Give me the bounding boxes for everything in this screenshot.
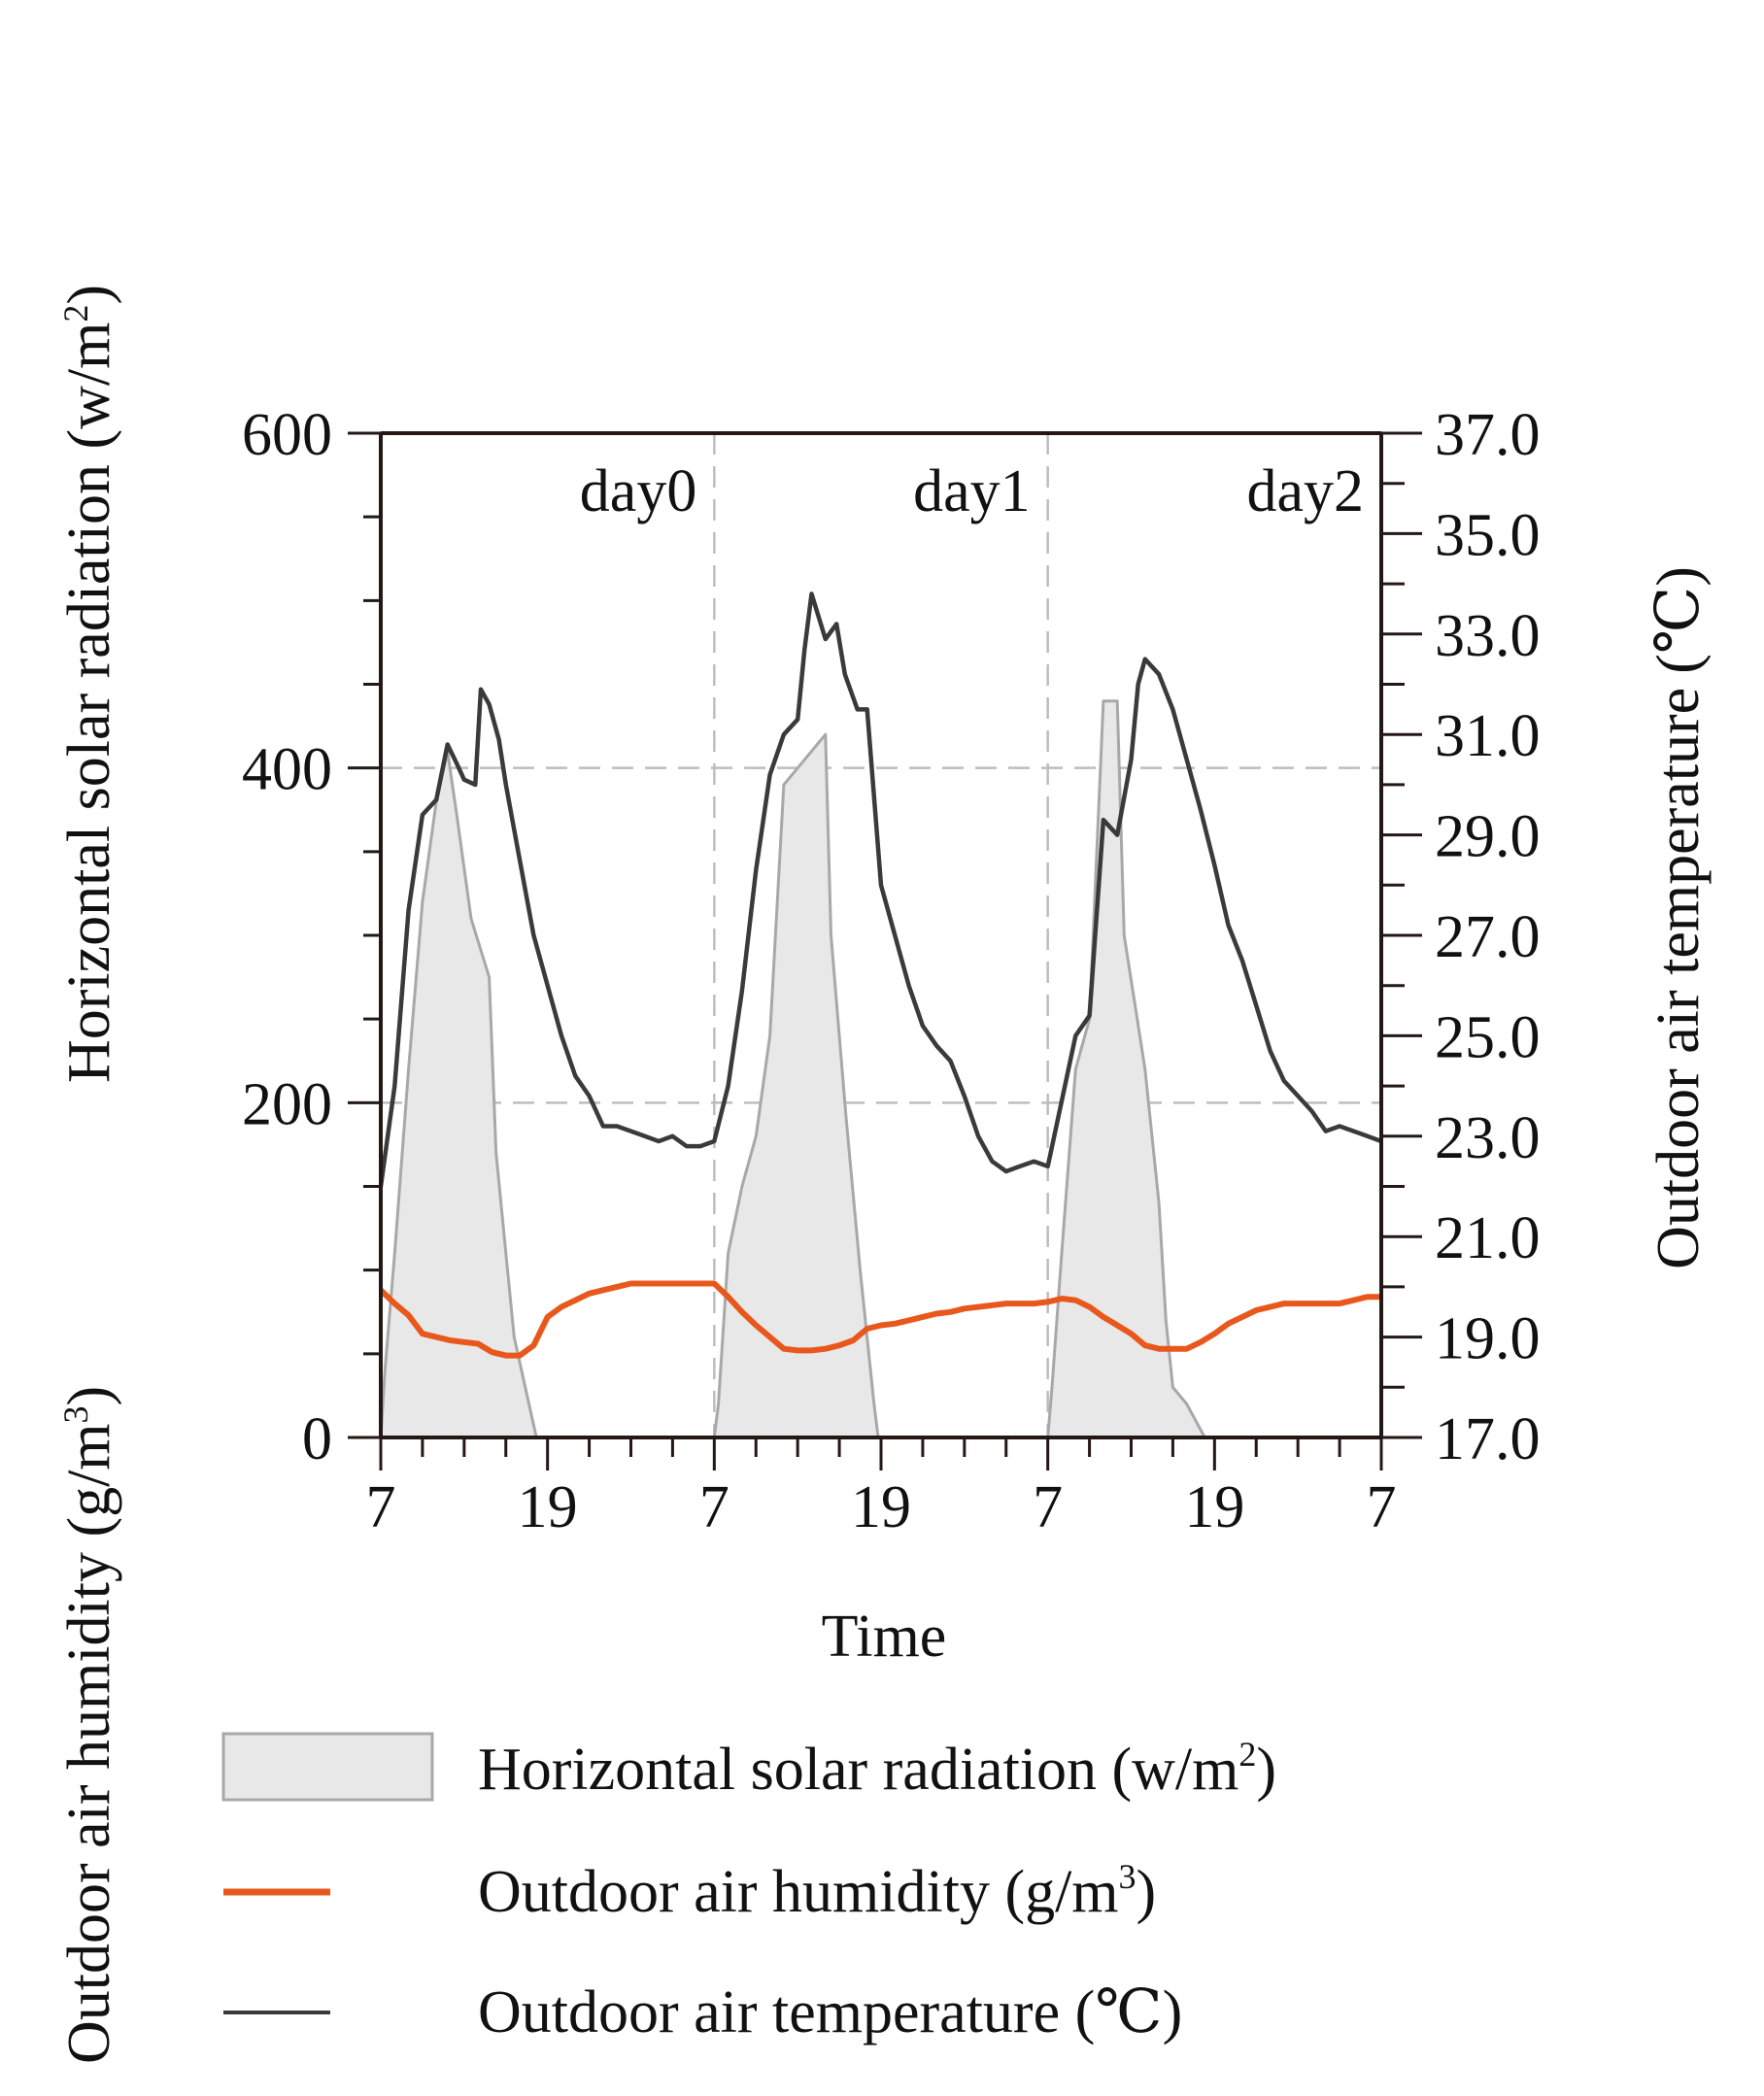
right-axis-title: Outdoor air temperature (℃) (1645, 566, 1712, 1269)
day-labels: day0 day1 day2 (580, 458, 1364, 524)
right-tick-label-17.0: 17.0 (1435, 1406, 1541, 1472)
left-axis-title-humidity-close: ) (56, 1386, 122, 1406)
legend-label-humidity-close: ) (1136, 1859, 1157, 1925)
legend-label-temperature-close: ℃) (1095, 1979, 1182, 2045)
left-axis-title-humidity: Outdoor air humidity (g/m3) (56, 1386, 122, 2064)
temperature-series (378, 592, 1382, 1187)
solar-radiation-series (379, 699, 1383, 1439)
legend-swatch-solar (221, 1732, 434, 1802)
legend-label-humidity: Outdoor air humidity (g/m3) (478, 1857, 1156, 1925)
x-tick-label-48: 7 (1033, 1474, 1063, 1540)
legend-label-solar-close: ) (1256, 1737, 1276, 1803)
x-tick-label-72: 7 (1367, 1474, 1397, 1540)
right-tick-label-27.0: 27.0 (1435, 904, 1541, 970)
left-axis-title-solar: Horizontal solar radiation (w/m2) (56, 285, 122, 1083)
legend-label-humidity-sup: 3 (1119, 1857, 1136, 1896)
humidity-line (378, 1280, 1381, 1359)
axes: 0 200 400 600 17.0 19.0 21.0 23.0 25.0 27.0 29.0 31… (242, 402, 1541, 1540)
temperature-line (378, 592, 1382, 1187)
left-axis-title-solar-close: ) (56, 285, 122, 305)
legend-label-solar-text: Horizontal solar radiation (w/m (478, 1737, 1238, 1803)
right-tick-label-19.0: 19.0 (1435, 1306, 1541, 1372)
day-label-day0: day0 (580, 458, 697, 524)
legend-label-temperature-text: Outdoor air temperature ( (478, 1979, 1095, 2045)
x-axis-title: Time (822, 1604, 947, 1670)
left-axis-title-solar-sup: 2 (56, 305, 95, 322)
right-tick-label-33.0: 33.0 (1435, 603, 1541, 669)
right-tick-label-31.0: 31.0 (1435, 703, 1541, 769)
left-axis-title-solar-text: Horizontal solar radiation (w/m (56, 322, 122, 1083)
left-axis-title-humidity-text: Outdoor air humidity (g/m (56, 1423, 122, 2064)
right-tick-label-21.0: 21.0 (1435, 1205, 1541, 1271)
legend-label-solar: Horizontal solar radiation (w/m2) (478, 1735, 1276, 1803)
solar-area (379, 699, 1383, 1439)
right-tick-label-29.0: 29.0 (1435, 804, 1541, 870)
right-axis-title-unit: (℃) (1645, 566, 1712, 674)
x-tick-label-36: 19 (851, 1474, 911, 1540)
legend-label-temperature: Outdoor air temperature (℃) (478, 1979, 1182, 2045)
x-tick-label-60: 19 (1184, 1474, 1244, 1540)
left-tick-label-200: 200 (242, 1071, 332, 1137)
humidity-series (378, 1280, 1381, 1359)
day-label-day1: day1 (913, 458, 1031, 524)
left-tick-label-400: 400 (242, 737, 332, 803)
right-tick-label-37.0: 37.0 (1435, 402, 1541, 468)
legend: Horizontal solar radiation (w/m2) Outdoo… (221, 1732, 1276, 2045)
gridlines (381, 433, 1381, 1437)
left-tick-label-0: 0 (302, 1406, 332, 1472)
day-label-day2: day2 (1246, 458, 1364, 524)
x-tick-label-12: 19 (518, 1474, 578, 1540)
legend-label-humidity-text: Outdoor air humidity (g/m (478, 1859, 1119, 1925)
right-tick-label-23.0: 23.0 (1435, 1105, 1541, 1171)
legend-label-solar-sup: 2 (1238, 1735, 1256, 1774)
right-axis-title-text: Outdoor air temperature (1645, 688, 1712, 1269)
right-tick-label-35.0: 35.0 (1435, 502, 1541, 568)
x-tick-label-24: 7 (699, 1474, 729, 1540)
x-tick-label-0: 7 (366, 1474, 396, 1540)
left-tick-label-600: 600 (242, 402, 332, 468)
left-axis-title-humidity-sup: 3 (56, 1405, 95, 1423)
right-tick-label-25.0: 25.0 (1435, 1004, 1541, 1070)
